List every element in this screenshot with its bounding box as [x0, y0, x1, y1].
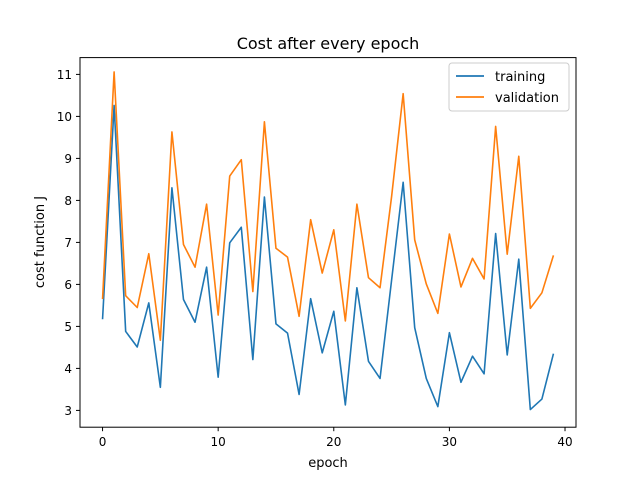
plot-area: 0 10 20 30 40 3 4 5 6 7 8 9 10 11: [57, 57, 577, 449]
y-tick-label: 8: [64, 194, 72, 208]
y-tick-label: 11: [57, 68, 72, 82]
y-tick-label: 6: [64, 278, 72, 292]
legend-box: [448, 62, 570, 112]
chart-title: Cost after every epoch: [237, 34, 420, 53]
x-tick-label: 10: [211, 435, 226, 449]
x-tick-label: 20: [326, 435, 341, 449]
x-tick-label: 40: [557, 435, 572, 449]
y-tick-label: 10: [57, 110, 72, 124]
x-tick-label: 30: [442, 435, 457, 449]
legend-label-training: training: [495, 70, 545, 85]
series-line-validation: [101, 71, 555, 342]
x-axis-label: epoch: [308, 456, 348, 471]
legend: training validation: [448, 62, 570, 112]
legend-label-validation: validation: [495, 91, 559, 106]
x-axis-ticks: 0 10 20 30 40: [99, 427, 573, 449]
y-axis-ticks: 3 4 5 6 7 8 9 10 11: [57, 68, 80, 418]
x-tick-label: 0: [99, 435, 107, 449]
y-tick-label: 3: [64, 404, 72, 418]
y-tick-label: 5: [64, 320, 72, 334]
y-tick-label: 4: [64, 362, 72, 376]
y-tick-label: 9: [64, 152, 72, 166]
y-axis-label: cost function J: [33, 196, 48, 288]
series-layer: [101, 71, 555, 411]
y-tick-label: 7: [64, 236, 72, 250]
series-line-training: [101, 104, 555, 411]
